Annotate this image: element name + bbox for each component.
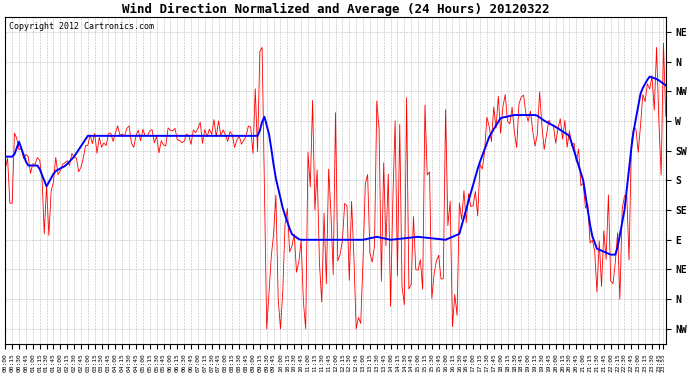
Text: Copyright 2012 Cartronics.com: Copyright 2012 Cartronics.com	[8, 22, 154, 31]
Title: Wind Direction Normalized and Average (24 Hours) 20120322: Wind Direction Normalized and Average (2…	[121, 3, 549, 16]
